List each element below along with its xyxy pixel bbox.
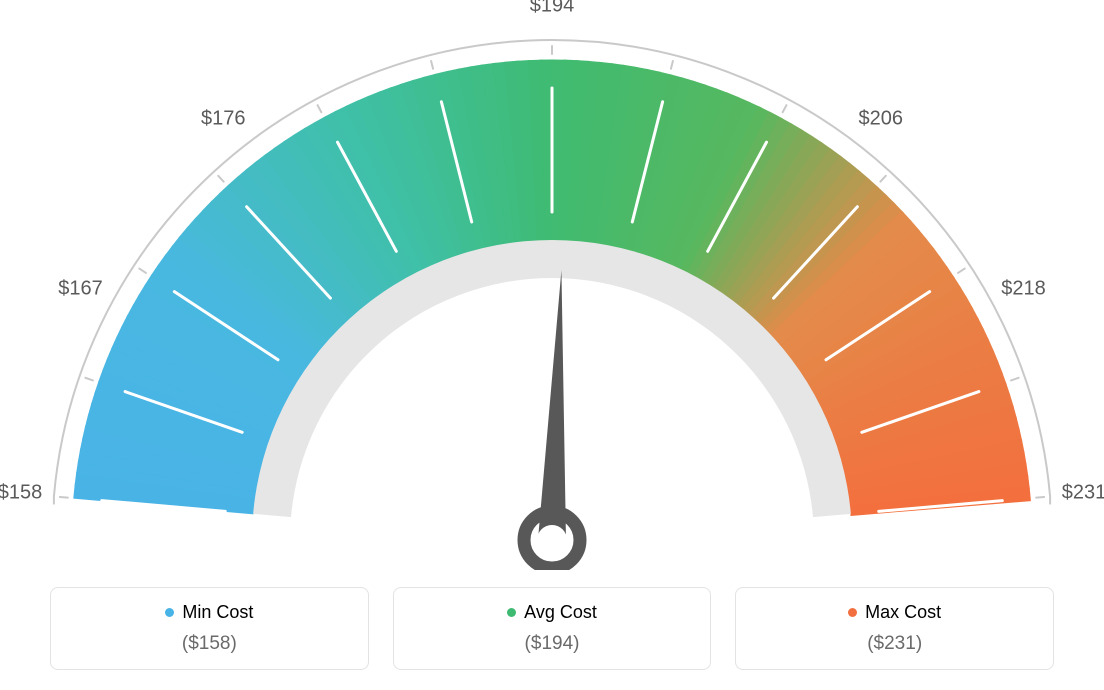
- gauge-tick-label: $218: [1001, 278, 1046, 301]
- gauge-tick-label: $206: [859, 108, 904, 131]
- gauge-tick-label: $167: [58, 278, 103, 301]
- legend-title-avg: Avg Cost: [507, 602, 597, 623]
- legend-label-avg: Avg Cost: [524, 602, 597, 623]
- gauge-svg: [0, 0, 1104, 570]
- gauge-area: $158 $167 $176 $194 $206 $218 $231: [0, 0, 1104, 570]
- legend-value-min: ($158): [61, 633, 358, 655]
- legend-dot-min: [165, 608, 174, 617]
- legend-card-max: Max Cost ($231): [735, 587, 1054, 670]
- gauge-tick-label: $194: [530, 0, 575, 18]
- chart-container: $158 $167 $176 $194 $206 $218 $231 Min Cost ($…: [0, 0, 1104, 690]
- gauge-tick-label: $158: [0, 482, 42, 505]
- legend-label-max: Max Cost: [865, 602, 941, 623]
- legend-row: Min Cost ($158) Avg Cost ($194) Max Cost…: [50, 587, 1054, 670]
- legend-value-avg: ($194): [404, 633, 701, 655]
- gauge-tick-label: $231: [1062, 482, 1104, 505]
- legend-dot-avg: [507, 608, 516, 617]
- legend-card-min: Min Cost ($158): [50, 587, 369, 670]
- legend-value-max: ($231): [746, 633, 1043, 655]
- legend-card-avg: Avg Cost ($194): [393, 587, 712, 670]
- legend-title-max: Max Cost: [848, 602, 941, 623]
- legend-label-min: Min Cost: [182, 602, 253, 623]
- legend-title-min: Min Cost: [165, 602, 253, 623]
- legend-dot-max: [848, 608, 857, 617]
- gauge-tick-label: $176: [201, 108, 246, 131]
